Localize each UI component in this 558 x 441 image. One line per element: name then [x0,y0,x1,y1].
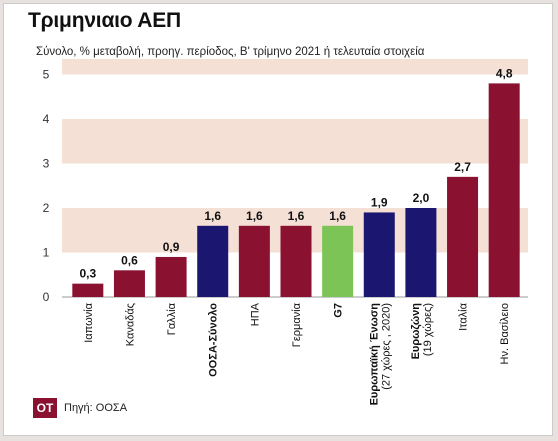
bar-value-label: 1,9 [371,195,388,209]
x-category-label: Ην. Βασίλειο [499,303,511,364]
bar [155,256,187,297]
x-category-label: Ευρωζώνη (19 χώρες) [410,303,434,360]
x-category-text: Ευρωπαϊκή Ένωση [368,303,380,406]
bar [197,225,229,297]
bar-value-label: 1,6 [329,209,346,223]
ot-logo: OT [33,398,57,418]
x-category-label: Ιταλία [458,302,470,331]
bar-value-label: 1,6 [288,209,305,223]
grid-band [62,119,528,164]
x-category-label: Γερμανία [291,302,303,347]
bar [280,225,312,297]
bar-value-label: 4,8 [496,66,513,80]
chart-title: Τριμηνιαιο ΑΕΠ [28,9,182,32]
bar [72,283,104,297]
x-category-text: Γερμανία [291,302,303,347]
x-category-text: Ην. Βασίλειο [499,303,511,364]
y-tick-label: 4 [43,112,50,126]
chart-subtitle: Σύνολο, % μεταβολή, προηγ. περίοδος, Β' … [36,46,425,58]
bar [238,225,270,297]
bar [113,270,145,297]
y-tick-label: 5 [43,68,50,82]
bar [363,212,395,297]
x-category-label: Γαλλία [166,302,178,335]
bar-value-label: 1,6 [204,209,221,223]
source-note: Πηγή: ΟΟΣΑ [64,402,128,414]
bar [488,83,520,298]
bar [405,208,437,297]
x-category-text: Ιταλία [458,302,470,331]
y-tick-label: 1 [43,246,50,260]
x-category-label: ΗΠΑ [249,302,261,326]
x-category-subtext: (27 χώρες , 2020) [380,303,392,390]
x-category-label: Ευρωπαϊκή Ένωση (27 χώρες , 2020) [368,303,392,406]
x-category-text: ΟΟΣΑ-Σύνολο [208,303,220,377]
x-category-subtext: (19 χώρες) [422,303,434,356]
grid-band [62,58,528,75]
bar-value-label: 0,3 [79,267,96,281]
y-tick-label: 3 [43,157,50,171]
x-category-label: G7 [333,303,345,318]
y-tick-label: 2 [43,201,50,215]
bar-value-label: 2,7 [454,160,471,174]
bar-value-label: 0,6 [121,253,138,267]
x-category-text: Ευρωζώνη [410,303,422,360]
chart-bars [72,83,520,298]
x-category-label: Ιαπωνία [83,302,95,342]
x-axis-labels: Ιαπωνία Καναδάς Γαλλία ΟΟΣΑ-Σύνολο ΗΠΑ Γερμαν… [83,302,511,405]
x-category-text: G7 [333,303,345,318]
y-axis-ticks: 0 1 2 3 4 5 [43,68,50,305]
x-category-label: ΟΟΣΑ-Σύνολο [208,303,220,377]
x-category-text: Γαλλία [166,302,178,335]
x-category-text: Καναδάς [124,303,136,346]
x-category-label: Καναδάς [124,303,136,346]
x-category-text: Ιαπωνία [83,302,95,342]
y-tick-label: 0 [43,290,50,304]
bar-value-label: 0,9 [163,240,180,254]
x-category-text: ΗΠΑ [249,302,261,326]
bar-value-label: 1,6 [246,209,263,223]
bar [322,225,354,297]
value-labels: 0,3 0,6 0,9 1,6 1,6 1,6 1,6 1,9 2,0 2,7 4,8 [79,66,512,280]
bar-value-label: 2,0 [413,191,430,205]
bar [447,176,479,297]
